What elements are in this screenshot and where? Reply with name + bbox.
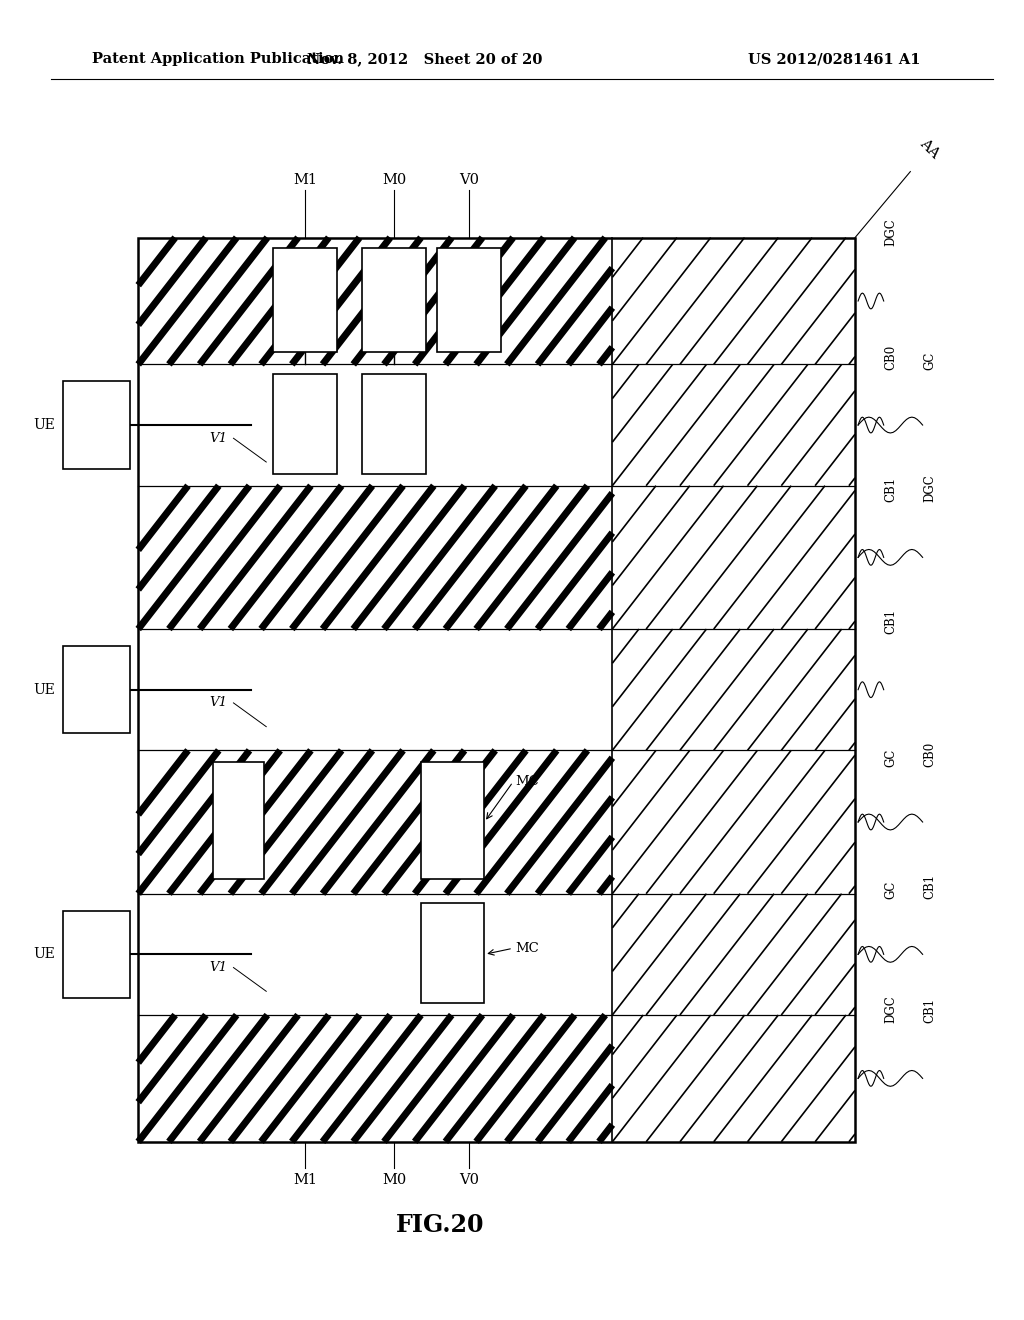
Text: US 2012/0281461 A1: US 2012/0281461 A1 (749, 53, 921, 66)
Bar (138, 486, 612, 630)
Bar (138, 238, 612, 364)
Text: DGC: DGC (885, 995, 897, 1023)
Text: CB0: CB0 (885, 345, 897, 370)
Text: Patent Application Publication: Patent Application Publication (92, 53, 344, 66)
Text: V0: V0 (459, 173, 479, 187)
Text: V1: V1 (209, 697, 227, 709)
Bar (362, 248, 426, 351)
Text: M1: M1 (293, 1173, 317, 1188)
Bar (63, 911, 130, 998)
Bar (612, 1015, 855, 1142)
Bar (138, 364, 612, 486)
Text: V1: V1 (209, 961, 227, 974)
Bar (612, 238, 855, 364)
Bar (213, 762, 264, 879)
Text: V1: V1 (209, 432, 227, 445)
Text: M0: M0 (382, 1173, 407, 1188)
Text: M1: M1 (293, 173, 317, 187)
Bar (612, 364, 855, 486)
Bar (273, 248, 337, 351)
Text: UE: UE (34, 682, 55, 697)
Bar (138, 630, 612, 750)
Bar (138, 894, 612, 1015)
Bar (612, 486, 855, 630)
Text: CB1: CB1 (885, 609, 897, 635)
Text: Nov. 8, 2012   Sheet 20 of 20: Nov. 8, 2012 Sheet 20 of 20 (307, 53, 543, 66)
Text: FIG.20: FIG.20 (396, 1213, 484, 1237)
Bar (138, 1015, 612, 1142)
Text: AA: AA (916, 136, 941, 161)
Text: CB1: CB1 (924, 874, 936, 899)
Text: MC: MC (515, 941, 539, 954)
Bar (421, 762, 484, 879)
Text: GC: GC (885, 880, 897, 899)
Bar (437, 248, 501, 351)
Text: CB1: CB1 (924, 998, 936, 1023)
Bar (612, 750, 855, 894)
Text: V0: V0 (459, 1173, 479, 1188)
Text: GC: GC (924, 351, 936, 370)
Bar (273, 374, 337, 474)
Text: MC: MC (515, 775, 539, 788)
Bar (138, 750, 612, 894)
Text: DGC: DGC (924, 474, 936, 502)
Bar (612, 630, 855, 750)
Text: CB1: CB1 (885, 477, 897, 502)
Text: UE: UE (34, 418, 55, 432)
Bar (612, 894, 855, 1015)
Text: UE: UE (34, 948, 55, 961)
Text: M0: M0 (382, 173, 407, 187)
Text: GC: GC (885, 748, 897, 767)
Bar (63, 645, 130, 734)
Bar (138, 238, 855, 1142)
Text: CB0: CB0 (924, 742, 936, 767)
Bar (362, 374, 426, 474)
Bar (63, 381, 130, 469)
Bar (421, 903, 484, 1003)
Text: DGC: DGC (885, 218, 897, 246)
